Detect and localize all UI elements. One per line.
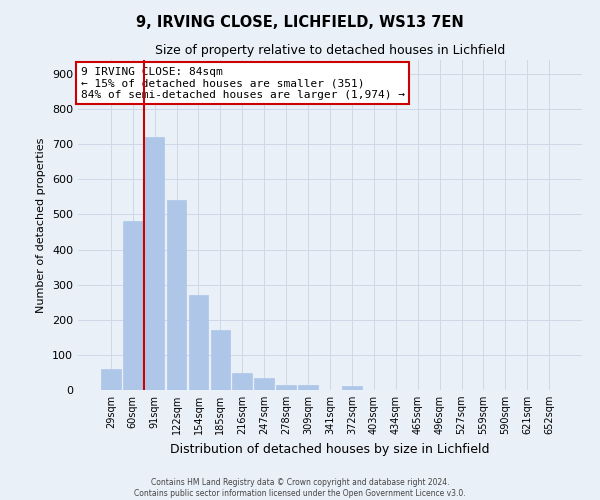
- Bar: [232, 373, 252, 390]
- Bar: [276, 384, 296, 390]
- Text: 9 IRVING CLOSE: 84sqm
← 15% of detached houses are smaller (351)
84% of semi-det: 9 IRVING CLOSE: 84sqm ← 15% of detached …: [80, 66, 404, 100]
- Text: Contains HM Land Registry data © Crown copyright and database right 2024.
Contai: Contains HM Land Registry data © Crown c…: [134, 478, 466, 498]
- Y-axis label: Number of detached properties: Number of detached properties: [37, 138, 46, 312]
- Bar: [254, 378, 274, 390]
- Bar: [211, 330, 230, 390]
- X-axis label: Distribution of detached houses by size in Lichfield: Distribution of detached houses by size …: [170, 442, 490, 456]
- Bar: [167, 200, 187, 390]
- Bar: [342, 386, 362, 390]
- Bar: [188, 295, 208, 390]
- Bar: [145, 137, 164, 390]
- Bar: [101, 369, 121, 390]
- Title: Size of property relative to detached houses in Lichfield: Size of property relative to detached ho…: [155, 44, 505, 58]
- Bar: [298, 384, 318, 390]
- Bar: [123, 222, 143, 390]
- Text: 9, IRVING CLOSE, LICHFIELD, WS13 7EN: 9, IRVING CLOSE, LICHFIELD, WS13 7EN: [136, 15, 464, 30]
